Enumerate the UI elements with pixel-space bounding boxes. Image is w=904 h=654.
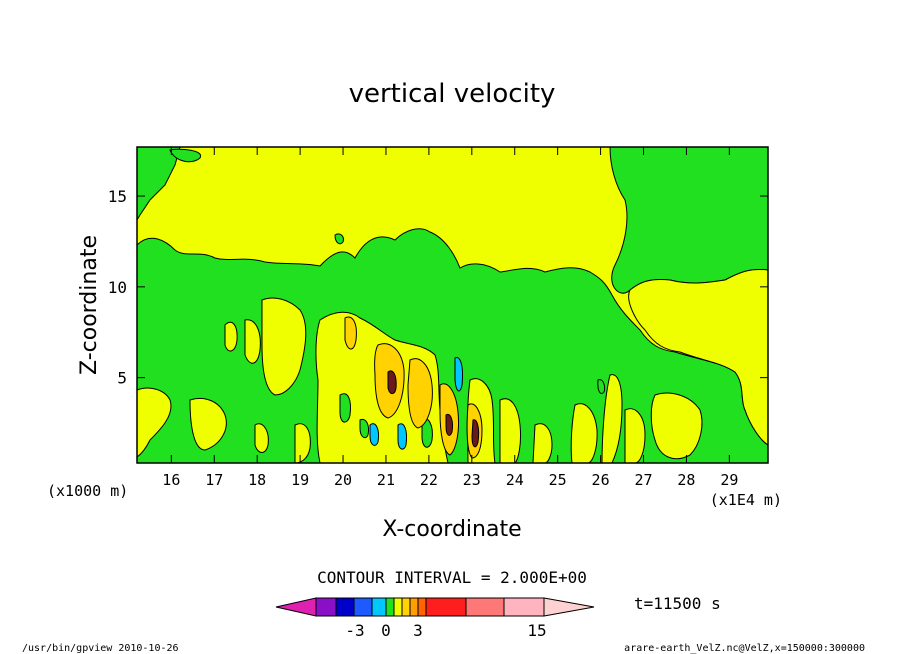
field-green-region — [597, 379, 606, 394]
field-yellow-region — [650, 392, 703, 460]
colorbar-cell — [371, 597, 387, 617]
field-green-region — [359, 418, 369, 439]
field-green-region — [169, 148, 202, 163]
x-tick-label: 24 — [506, 471, 524, 489]
colorbar-cell — [315, 597, 337, 617]
colorbar-tick-label: 15 — [527, 621, 546, 640]
field-orange-region — [407, 358, 433, 429]
field-yellow-region — [499, 398, 521, 463]
x-axis: 16 17 18 19 20 21 22 23 24 25 26 27 28 29 — [162, 147, 738, 489]
field-yellow-region — [532, 423, 553, 463]
field-dark-region — [471, 419, 480, 448]
field-yellow-region — [137, 387, 172, 458]
x-tick-label: 25 — [549, 471, 567, 489]
y-unit-note: (x1000 m) — [47, 482, 128, 500]
field-cyan-region — [397, 423, 407, 450]
field-dark-region — [387, 370, 397, 395]
colorbar-tick-label: 0 — [381, 621, 391, 640]
field-yellow-region — [189, 397, 227, 451]
colorbar: -3 0 3 15 — [275, 597, 595, 640]
field-green-region — [334, 233, 344, 245]
field-yellow-region — [261, 297, 307, 396]
x-axis-title: X-coordinate — [382, 517, 521, 542]
x-unit-note: (x1E4 m) — [710, 491, 782, 509]
colorbar-tick-label: -3 — [345, 621, 364, 640]
x-tick-label: 28 — [677, 471, 695, 489]
field-dark-region — [445, 413, 453, 436]
colorbar-cell — [385, 597, 395, 617]
x-tick-label: 26 — [592, 471, 610, 489]
x-tick-label: 17 — [205, 471, 223, 489]
field-yellow-region — [244, 319, 261, 364]
colorbar-cell — [417, 597, 427, 617]
colorbar-cell — [409, 597, 419, 617]
x-tick-label: 22 — [420, 471, 438, 489]
colorbar-cell — [393, 597, 403, 617]
colorbar-cell — [335, 597, 355, 617]
field-orange-region — [344, 316, 357, 350]
field-cyan-region — [369, 423, 379, 446]
footer-left: /usr/bin/gpview 2010-10-26 — [22, 643, 179, 654]
field-cyan-region — [454, 356, 463, 392]
colorbar-cell — [465, 597, 505, 617]
colorbar-cell — [353, 597, 373, 617]
x-tick-label: 16 — [162, 471, 180, 489]
contour-interval-label: CONTOUR INTERVAL = 2.000E+00 — [317, 568, 587, 587]
y-axis: 5 10 15 — [108, 187, 768, 388]
y-tick-label: 10 — [108, 278, 127, 297]
y-tick-label: 15 — [108, 187, 127, 206]
colorbar-tick-label: 3 — [413, 621, 423, 640]
colorbar-cell — [401, 597, 411, 617]
colorbar-arrow-left — [275, 597, 317, 617]
time-label: t=11500 s — [634, 594, 721, 613]
x-tick-label: 27 — [634, 471, 652, 489]
x-tick-label: 20 — [334, 471, 352, 489]
footer-right: arare-earth_VelZ.nc@VelZ,x=150000:300000 — [624, 643, 865, 654]
x-tick-label: 19 — [291, 471, 309, 489]
field-yellow-region — [254, 423, 269, 453]
colorbar-cell — [503, 597, 545, 617]
x-tick-label: 29 — [720, 471, 738, 489]
x-tick-label: 18 — [248, 471, 266, 489]
x-tick-label: 21 — [377, 471, 395, 489]
y-tick-label: 5 — [117, 369, 127, 388]
field-yellow-region — [601, 374, 623, 463]
plot-area — [136, 146, 769, 464]
chart-title: vertical velocity — [349, 79, 556, 109]
x-tick-label: 23 — [463, 471, 481, 489]
y-axis-title: Z-coordinate — [77, 235, 102, 375]
plot-frame — [136, 146, 769, 464]
field-yellow-region — [224, 321, 238, 352]
field-yellow-region — [570, 403, 598, 463]
colorbar-cell — [425, 597, 467, 617]
field-yellow-region — [628, 269, 768, 446]
colorbar-arrow-right — [543, 597, 595, 617]
field-green-region — [339, 393, 351, 423]
